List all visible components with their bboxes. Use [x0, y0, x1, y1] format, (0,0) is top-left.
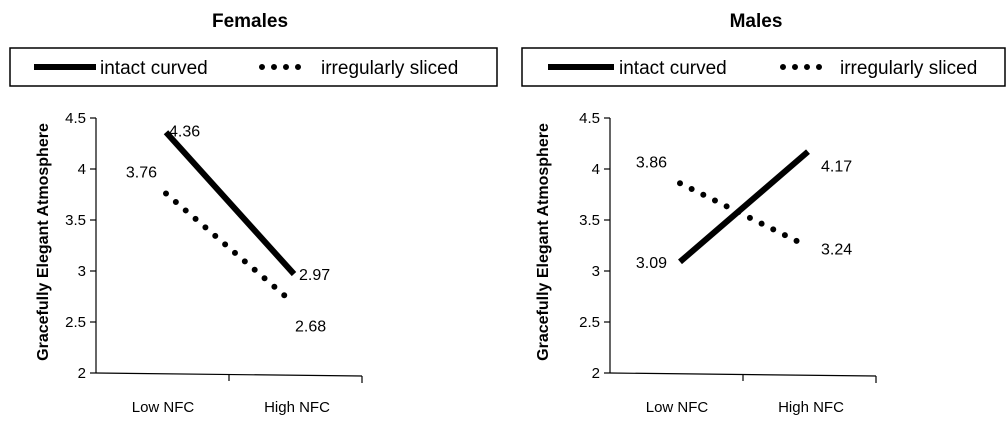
data-label-intact-curved-high-nfc: 2.97 [299, 267, 330, 284]
series-line-irregularly-sliced [677, 180, 811, 250]
data-label-irregularly-sliced-low-nfc: 3.76 [126, 164, 157, 181]
data-label-intact-curved-low-nfc: 4.36 [169, 123, 200, 140]
y-tick-label: 2.5 [579, 314, 600, 331]
y-tick-label: 2.5 [65, 314, 86, 331]
x-tick-label-low-nfc: Low NFC [646, 399, 709, 416]
legend: intact curved irregularly sliced [9, 47, 498, 87]
legend: intact curved irregularly sliced [521, 47, 1006, 87]
chart-title: Males [730, 11, 783, 32]
x-tick-label-low-nfc: Low NFC [132, 399, 195, 416]
data-label-irregularly-sliced-high-nfc: 2.68 [295, 319, 326, 336]
chart-females: Females intact curved irregularly sliced… [9, 11, 498, 416]
y-axis-label: Gracefully Elegant Atmosphere [35, 123, 52, 361]
series-line-irregularly-sliced [163, 190, 297, 307]
data-label-irregularly-sliced-low-nfc: 3.86 [636, 154, 667, 171]
y-tick-label: 3.5 [65, 212, 86, 229]
legend-label-irregularly-sliced: irregularly sliced [840, 58, 977, 79]
y-tick-label: 3.5 [579, 212, 600, 229]
y-ticks: 2 2.5 3 3.5 4 4.5 [579, 110, 610, 382]
series-line-intact-curved [163, 130, 297, 277]
y-tick-label: 4 [592, 161, 600, 178]
chart-males: Males intact curved irregularly sliced G… [521, 11, 1006, 416]
y-tick-label: 2 [78, 365, 86, 382]
y-tick-label: 4.5 [65, 110, 86, 127]
legend-label-intact-curved: intact curved [619, 58, 727, 79]
series-line-intact-curved [678, 149, 810, 265]
legend-label-intact-curved: intact curved [100, 58, 208, 79]
x-tick-label-high-nfc: High NFC [778, 399, 844, 416]
y-tick-label: 4 [78, 161, 86, 178]
y-tick-label: 3 [592, 263, 600, 280]
y-tick-label: 4.5 [579, 110, 600, 127]
y-ticks: 2 2.5 3 3.5 4 4.5 [65, 110, 96, 382]
x-tick-label-high-nfc: High NFC [264, 399, 330, 416]
data-label-intact-curved-low-nfc: 3.09 [636, 255, 667, 272]
legend-label-irregularly-sliced: irregularly sliced [321, 58, 458, 79]
chart-title: Females [212, 11, 288, 32]
y-tick-label: 2 [592, 365, 600, 382]
data-label-intact-curved-high-nfc: 4.17 [821, 159, 852, 176]
y-axis-label: Gracefully Elegant Atmosphere [535, 123, 552, 361]
y-tick-label: 3 [78, 263, 86, 280]
data-label-irregularly-sliced-high-nfc: 3.24 [821, 242, 852, 259]
